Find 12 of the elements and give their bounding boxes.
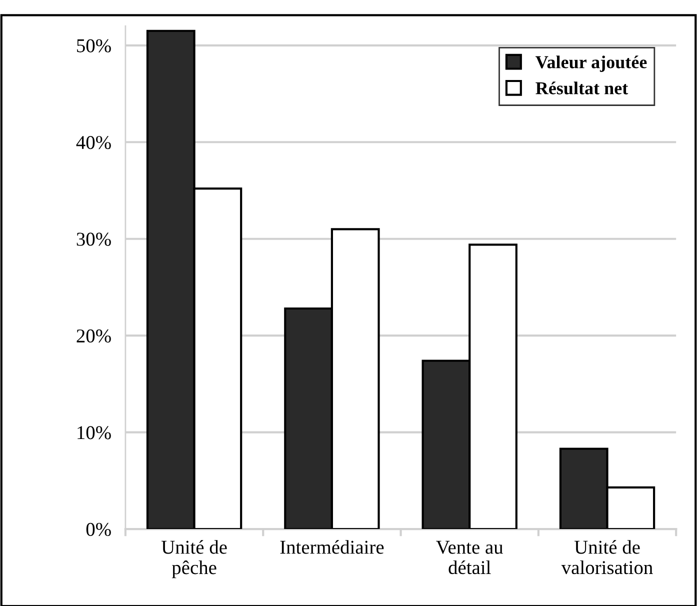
y-tick-label: 10% [78,426,111,440]
y-tick-label: 0% [86,522,111,536]
y-tick-label: 20% [76,329,111,343]
x-tick-label: Vente au détail [436,540,504,574]
legend-label: Résultat net [536,82,628,94]
x-tick-label: Unité de pêche [161,540,227,578]
x-tick-label: Unité de valorisation [561,540,653,574]
y-tick-label: 30% [76,232,111,246]
legend-label: Valeur ajoutée [536,56,647,72]
x-tick-label: Intermédiaire [280,540,384,554]
y-tick-label: 40% [76,136,111,150]
y-tick-label: 50% [77,39,111,52]
